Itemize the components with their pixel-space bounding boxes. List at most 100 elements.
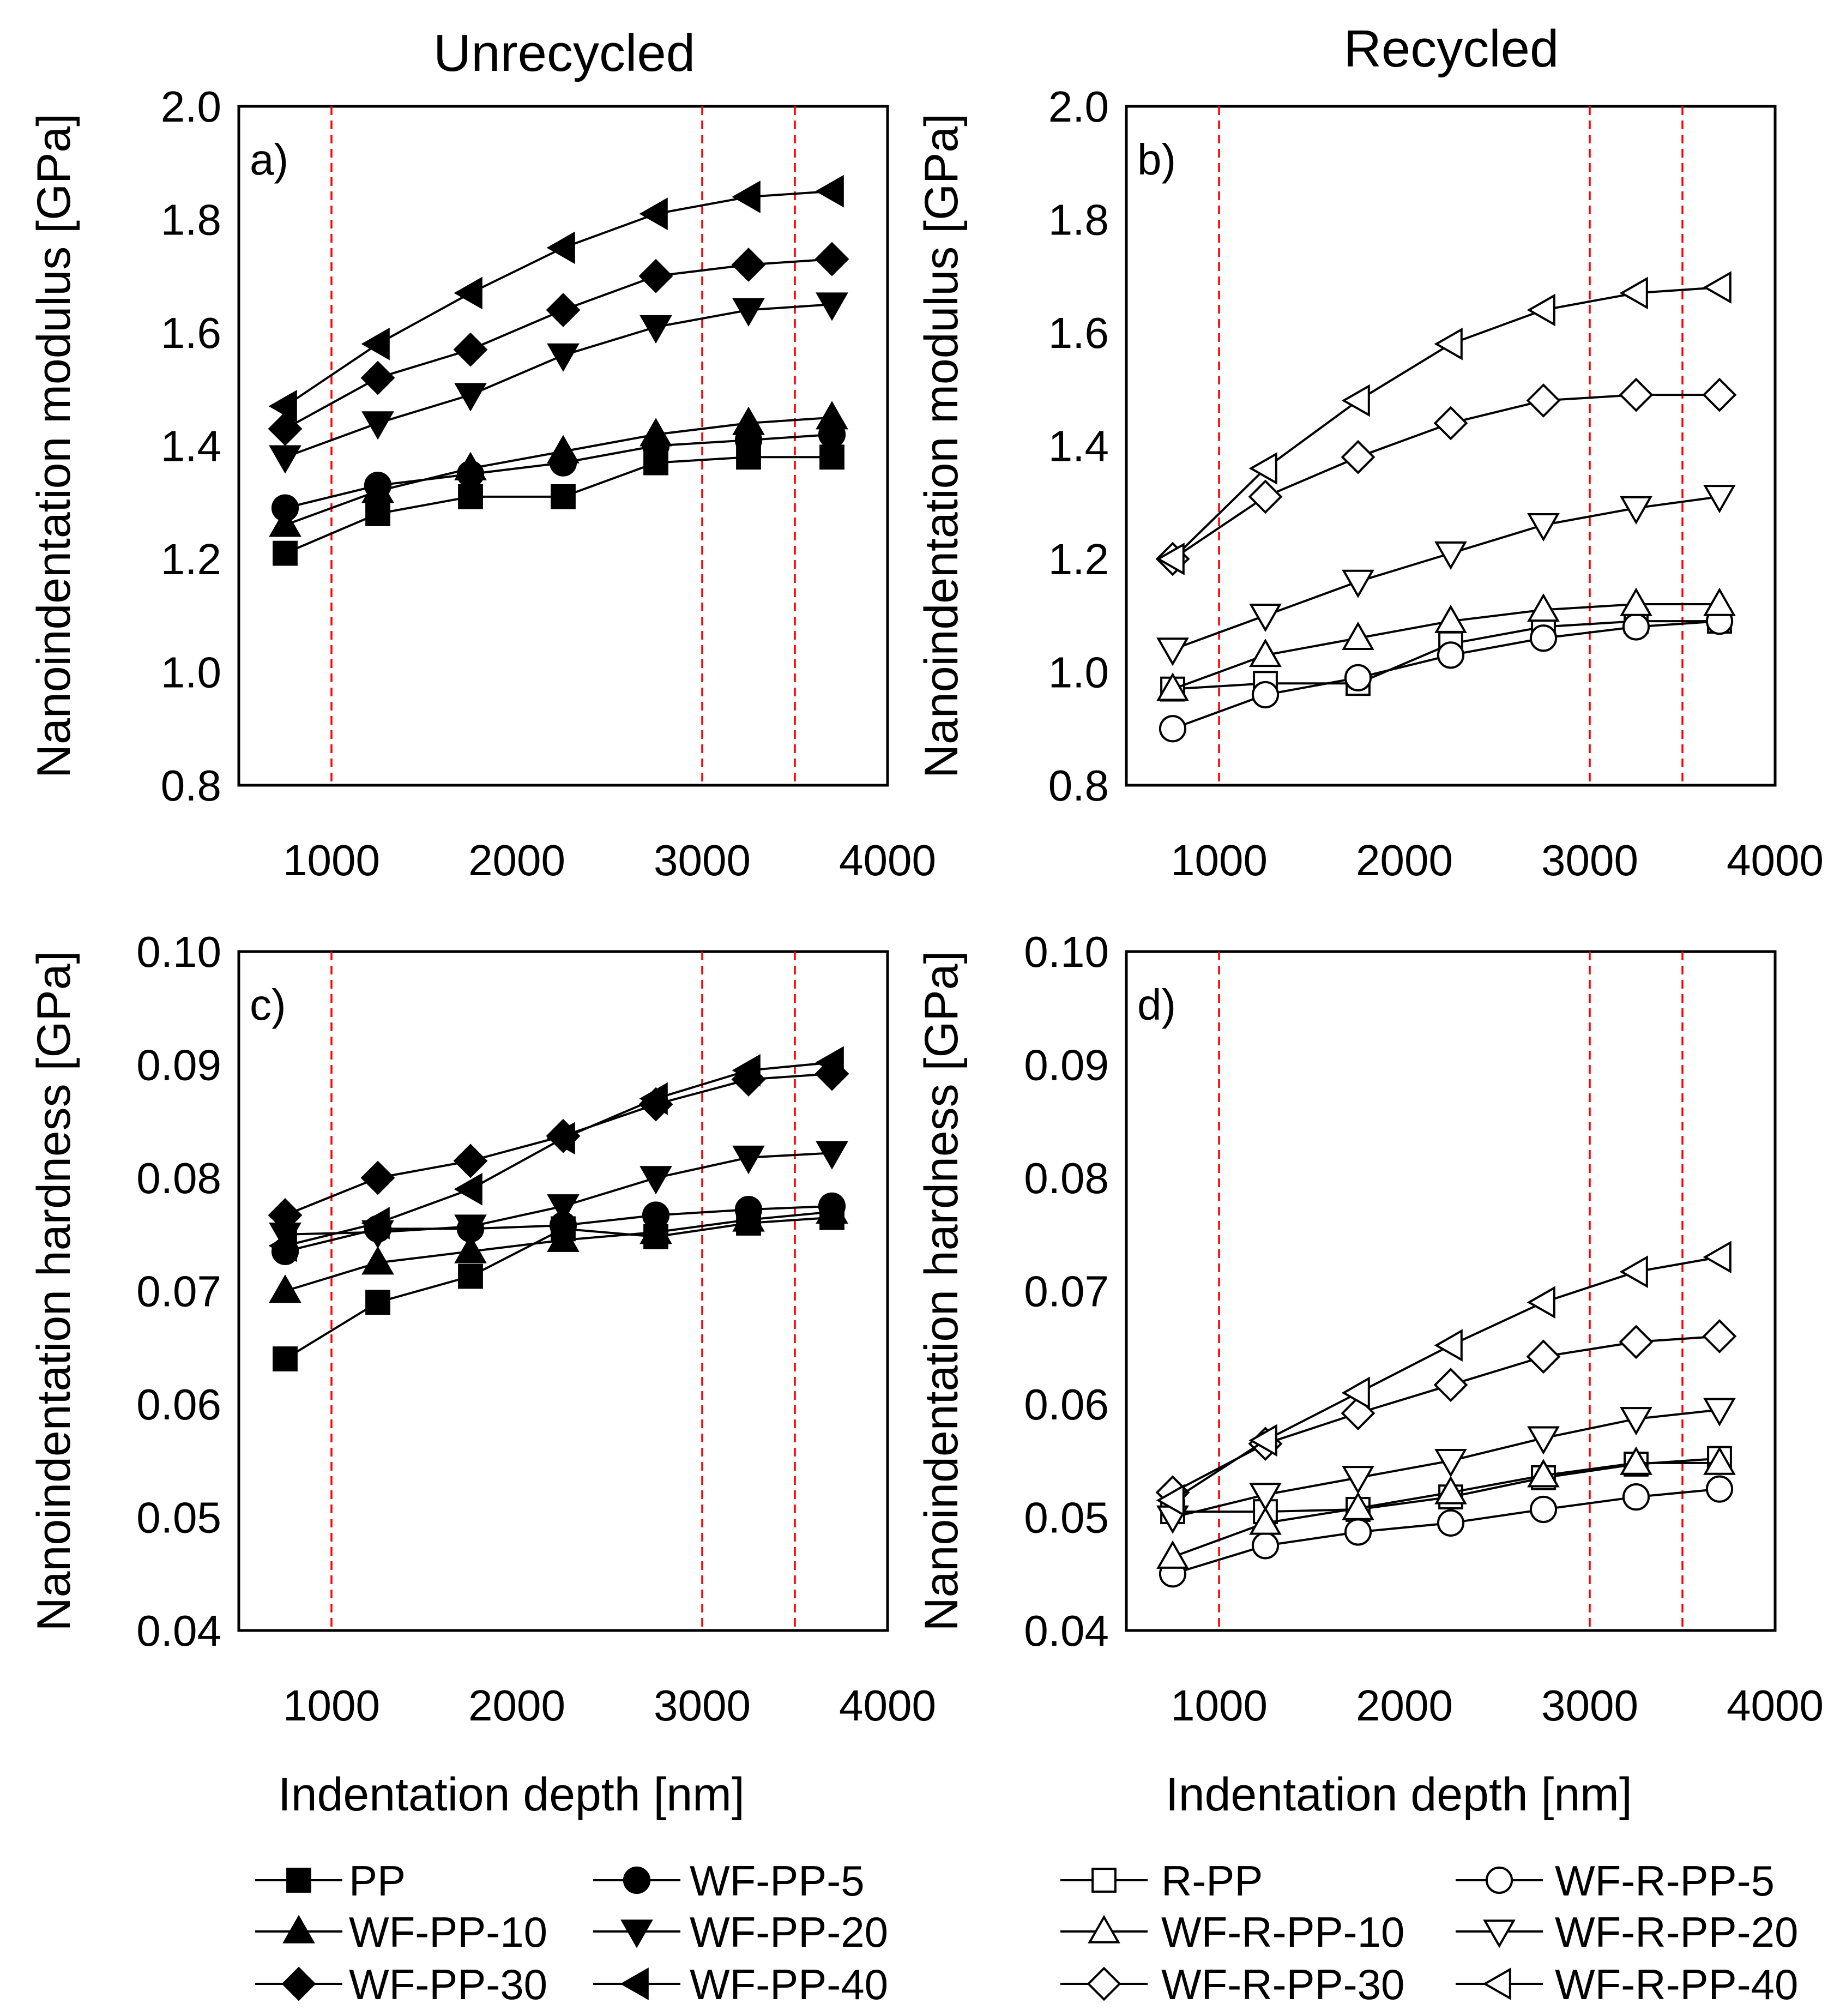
panel-d-series-wf-r-pp-10-point	[1620, 1446, 1652, 1475]
panel-c-y-tick-label: 0.10	[136, 928, 221, 976]
panel-d-series-wf-r-pp-40-point	[1434, 1329, 1463, 1362]
panel-c-series-wf-pp-30-point	[453, 1144, 488, 1178]
panel-b-series-wf-r-pp-40-point	[1703, 271, 1732, 304]
legend-item-wf-pp-20: WF-PP-20	[593, 1908, 888, 1956]
legend-item-wf-r-pp-10-label: WF-R-PP-10	[1161, 1908, 1404, 1956]
panel-c-series-pp-point	[458, 1263, 483, 1289]
panel-b-series-wf-r-pp-20	[1156, 485, 1736, 666]
panel-a-series-wf-pp-40-point	[454, 276, 482, 310]
panel-b-series-wf-r-pp-10-point	[1620, 587, 1652, 616]
panel-a-series-wf-pp-40-point	[732, 180, 761, 213]
panel-c-y-tick-label: 0.05	[136, 1494, 221, 1542]
panel-c-series-wf-pp-40	[268, 1046, 844, 1262]
panel-b-series-wf-r-pp-20-point	[1703, 485, 1736, 514]
legend-item-wf-pp-10: WF-PP-10	[255, 1908, 547, 1956]
legend-item-wf-r-pp-10-marker	[1088, 1915, 1120, 1943]
panel-d-x-tick-label: 1000	[1171, 1681, 1268, 1730]
panel-b-series-wf-r-pp-40-point	[1341, 384, 1370, 417]
panel-c-series-wf-pp-30-point	[360, 1160, 395, 1195]
panel-b-x-tick-label: 3000	[1541, 836, 1638, 884]
column-title-unrecycled: Unrecycled	[433, 24, 695, 82]
panel-a-series-wf-pp-20-point	[547, 343, 580, 372]
legend-item-wf-pp-40-marker	[620, 1967, 649, 2000]
legend-item-pp: PP	[255, 1857, 406, 1905]
panel-c-series-wf-pp-10-point	[361, 1246, 394, 1275]
panel-b-series-wf-r-pp-40	[1156, 271, 1732, 575]
panel-b-series-wf-r-pp-40-point	[1527, 293, 1555, 327]
panel-c-y-tick-label: 0.09	[136, 1041, 221, 1090]
legend-item-pp-marker	[286, 1868, 311, 1893]
panel-c-series-wf-pp-20-point	[640, 1166, 672, 1195]
legend-item-wf-r-pp-5-label: WF-R-PP-5	[1555, 1857, 1775, 1905]
panel-d: 0.04 0.05 0.06 0.07 0.08 0.09 0.10 1000 2000 3000…	[915, 928, 1824, 1821]
panel-d-series-wf-r-pp-20-point	[1703, 1398, 1736, 1427]
panel-b-x-tick-label: 2000	[1356, 836, 1453, 884]
panel-a-y-tick-label: 0.8	[161, 761, 221, 810]
legend-item-wf-pp-40: WF-PP-40	[593, 1960, 888, 2008]
panel-d-series-wf-r-pp-20-point	[1527, 1426, 1560, 1455]
panel-a-series-pp-point	[551, 484, 576, 509]
legend-item-wf-r-pp-20-label: WF-R-PP-20	[1555, 1908, 1798, 1956]
panel-a-series-wf-pp-30-point	[731, 248, 766, 282]
panel-d-series-wf-r-pp-40-point	[1527, 1286, 1555, 1319]
panel-d-series-wf-r-pp-20	[1156, 1398, 1736, 1534]
panel-d-series-wf-r-pp-5-point	[1251, 1532, 1280, 1560]
panel-d-series-wf-r-pp-10-point	[1703, 1446, 1736, 1475]
panel-b-y-tick-label: 1.0	[1048, 648, 1109, 697]
panel-a: 0.8 1.0 1.2 1.4 1.6 1.8 2.0 1000 2000 3000 4000 Nan…	[28, 82, 936, 884]
panel-d-frame	[1125, 950, 1777, 1632]
panel-a-series-wf-pp-40-point	[546, 231, 575, 264]
panel-c-series-wf-pp-40-point	[815, 1046, 844, 1079]
panel-b-series-wf-r-pp-10-point	[1527, 593, 1560, 622]
panel-b-series-wf-r-pp-20-point	[1620, 496, 1652, 525]
panel-b-series-wf-r-pp-5-point	[1344, 664, 1372, 691]
panel-c-series-wf-pp-20	[269, 1141, 848, 1251]
panel-b-y-tick-label: 1.2	[1048, 535, 1109, 583]
panel-d-series-wf-r-pp-10-point	[1156, 1540, 1189, 1569]
panel-c-series-wf-pp-10-point	[732, 1203, 765, 1232]
legend-item-wf-pp-10-marker	[282, 1915, 315, 1943]
panel-d-series-wf-r-pp-5-point	[1344, 1518, 1372, 1546]
panel-a-series-wf-pp-20-point	[361, 411, 394, 440]
panel-b-series-wf-r-pp-40-point	[1434, 327, 1463, 360]
legends: PP WF-PP-5 WF-PP-10 WF-PP-20 WF-PP-30 WF-PP-4…	[255, 1857, 1798, 2008]
panel-a-series-wf-pp-30-point	[638, 258, 673, 293]
panel-c-frame	[237, 950, 889, 1632]
panel-a-y-tick-label: 1.8	[161, 196, 221, 244]
legend-item-wf-pp-10-label: WF-PP-10	[349, 1908, 547, 1956]
panel-d-series-wf-r-pp-30-point	[1619, 1325, 1654, 1359]
legend-item-r-pp: R-PP	[1060, 1857, 1263, 1905]
panel-b-series-wf-r-pp-10-point	[1703, 587, 1736, 616]
panel-b-series-wf-r-pp-5-point	[1622, 613, 1650, 641]
panel-a-series-wf-pp-30-point	[453, 332, 488, 367]
panel-d-series-wf-r-pp-20-point	[1620, 1407, 1652, 1436]
panel-b-series-wf-r-pp-20-point	[1527, 513, 1560, 542]
panel-d-x-tick-label: 2000	[1356, 1681, 1453, 1730]
panel-d-series-wf-r-pp-40-point	[1703, 1241, 1732, 1274]
legend-item-wf-pp-20-label: WF-PP-20	[690, 1908, 888, 1956]
panel-a-series-pp	[273, 444, 844, 566]
panel-b-x-tick-label: 1000	[1171, 836, 1268, 884]
panel-b-x-tick-label: 4000	[1727, 836, 1824, 884]
panel-b-series-wf-r-pp-10-point	[1434, 604, 1467, 633]
panel-a-series-wf-pp-10-point	[269, 508, 301, 537]
legend-item-wf-r-pp-20-marker	[1483, 1919, 1516, 1948]
legend-item-wf-r-pp-40-label: WF-R-PP-40	[1555, 1960, 1798, 2008]
panel-d-series-wf-r-pp-40-point	[1248, 1424, 1277, 1457]
panel-a-series-wf-pp-30-point	[360, 360, 395, 395]
panel-a-series-wf-pp-40-point	[815, 174, 844, 208]
panel-b: 0.8 1.0 1.2 1.4 1.6 1.8 2.0 1000 2000 3000 4000 Nan…	[915, 82, 1824, 884]
panel-a-series-wf-pp-10-point	[547, 435, 580, 464]
panel-c-x-tick-label: 1000	[283, 1681, 380, 1730]
panel-c-y-tick-label: 0.04	[136, 1606, 221, 1655]
legend-item-pp-label: PP	[349, 1857, 406, 1905]
panel-a-letter: a)	[250, 135, 288, 184]
legend-item-wf-r-pp-5: WF-R-PP-5	[1456, 1857, 1775, 1905]
panel-d-x-tick-label: 3000	[1541, 1681, 1638, 1730]
panel-d-series-wf-r-pp-5-point	[1622, 1483, 1650, 1511]
panel-a-y-tick-label: 1.2	[161, 535, 221, 583]
panel-b-series-wf-r-pp-20-point	[1249, 603, 1282, 633]
panel-a-frame	[237, 105, 889, 787]
panel-d-y-tick-label: 0.07	[1024, 1267, 1109, 1316]
